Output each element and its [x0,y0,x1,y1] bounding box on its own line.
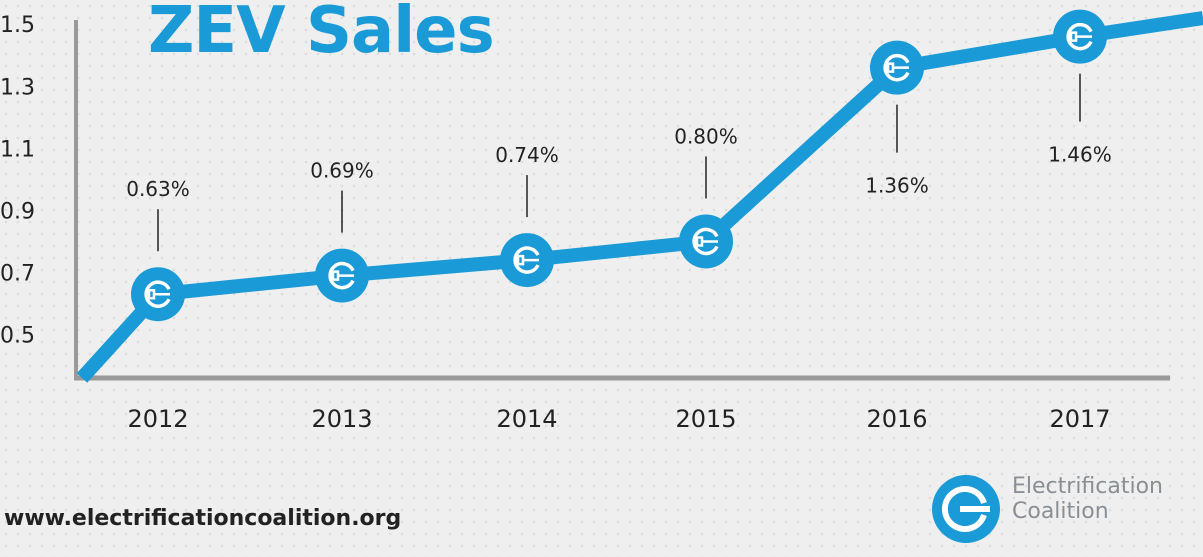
plug-icon [514,254,539,266]
y-tick-label: 0.9 [0,199,35,224]
electrification-coalition-logo-icon [932,475,1000,543]
y-tick-label: 0.5 [0,324,35,349]
website-url[interactable]: www.electrificationcoalition.org [4,506,402,531]
plug-icon [884,62,909,73]
x-tick-label: 2012 [127,405,188,433]
x-tick-label: 2013 [311,405,372,433]
plug-e-icon [883,53,910,82]
plug-e-icon [144,280,171,308]
data-label: 0.80% [674,124,738,148]
x-tick-label: 2014 [496,405,557,433]
plug-icon [1067,31,1092,42]
plug-icon [693,236,718,247]
x-tick-label: 2016 [866,405,927,433]
y-tick-label: 1.3 [0,75,35,100]
y-tick-label: 0.7 [0,261,35,286]
data-label: 0.74% [495,143,559,167]
y-tick-label: 1.5 [0,13,35,38]
x-tick-label: 2017 [1049,405,1110,433]
plug-e-icon [692,227,719,256]
data-label: 0.69% [310,159,374,183]
data-label: 1.46% [1048,143,1112,167]
logo-text: Electrification Coalition [1012,474,1163,524]
data-label: 1.36% [865,174,929,198]
plug-e-icon [513,246,540,274]
plug-e-icon [1066,22,1093,51]
plug-e-icon [328,261,355,290]
data-label: 0.63% [126,177,190,201]
logo-line-2: Coalition [1012,499,1109,524]
logo-line-1: Electrification [1012,474,1164,499]
chart-title: ZEV Sales [148,0,495,68]
series-line [76,11,1203,383]
x-tick-label: 2015 [675,405,736,433]
plug-icon [145,288,170,300]
y-tick-label: 1.1 [0,137,35,162]
plug-icon [329,270,354,281]
